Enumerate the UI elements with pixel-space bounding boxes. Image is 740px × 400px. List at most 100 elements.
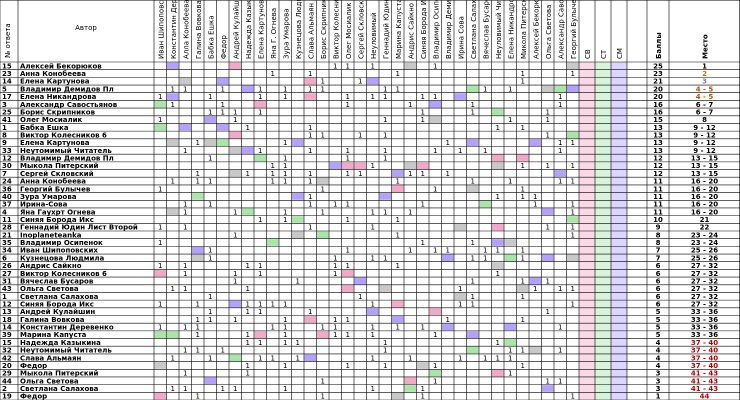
vote-mark: 1 <box>233 316 237 324</box>
row-num: 29 <box>2 370 12 378</box>
vote-mark: 1 <box>558 178 562 186</box>
vote-cell-fill <box>504 323 516 331</box>
row-place: 23 - 24 <box>691 239 718 247</box>
vote-mark: 1 <box>283 162 287 170</box>
row-score: 15 <box>653 116 663 124</box>
row-place: 4 - 5 <box>696 93 714 101</box>
vote-mark: 1 <box>371 224 375 232</box>
vote-cell-fill <box>392 316 404 323</box>
row-num: 42 <box>2 354 12 362</box>
vote-mark: 1 <box>396 70 400 78</box>
row-score: 20 <box>653 93 663 101</box>
row-place: 27 - 32 <box>691 301 718 309</box>
vote-mark: 1 <box>521 254 525 262</box>
row-author: Виктор Колесников 6 <box>20 270 107 278</box>
vote-mark: 1 <box>258 108 262 116</box>
vote-mark: 1 <box>421 116 425 124</box>
row-score: 5 <box>656 331 661 339</box>
row-score: 3 <box>656 370 661 378</box>
vote-mark: 1 <box>308 170 312 178</box>
row-author: Синяя Борода Икс <box>20 301 94 309</box>
vote-mark: 1 <box>521 293 525 301</box>
vote-mark: 1 <box>233 116 237 124</box>
vote-mark: 1 <box>246 285 250 293</box>
row-place: 6 - 7 <box>696 108 714 116</box>
vote-mark: 1 <box>346 247 350 255</box>
row-author: Светлана Салахова <box>20 385 99 393</box>
vote-cell-fill <box>542 385 554 392</box>
vote-mark: 1 <box>521 70 525 78</box>
vote-mark: 1 <box>196 139 200 147</box>
vote-mark: 1 <box>183 270 187 278</box>
vote-mark: 1 <box>433 331 437 339</box>
row-author: Ольга Светова <box>20 285 79 293</box>
row-place: 9 - 12 <box>693 147 716 155</box>
vote-cell-fill <box>529 139 541 146</box>
vote-mark: 1 <box>183 224 187 232</box>
header-judge: Кузнецова Людмила <box>295 0 303 59</box>
row-num: 27 <box>2 270 12 278</box>
row-score: 11 <box>653 193 663 201</box>
vote-mark: 1 <box>458 354 462 362</box>
header-judge: Светлана Салахова <box>470 0 478 59</box>
vote-mark: 1 <box>196 178 200 186</box>
vote-mark: 1 <box>233 231 237 239</box>
vote-mark: 1 <box>346 362 350 370</box>
row-place: 41 - 43 <box>691 370 718 378</box>
row-num: 26 <box>2 262 12 270</box>
row-score: 13 <box>653 147 663 155</box>
row-place: 4 - 5 <box>696 85 714 93</box>
vote-cell-fill <box>167 331 179 339</box>
vote-mark: 1 <box>208 293 212 301</box>
row-author: Андрис Сайкно <box>20 262 82 270</box>
row-num: 35 <box>2 239 12 247</box>
vote-mark: 1 <box>308 147 312 155</box>
row-num: 43 <box>2 285 12 293</box>
vote-mark: 1 <box>458 147 462 155</box>
vote-mark: 1 <box>208 308 212 316</box>
vote-mark: 1 <box>171 385 175 393</box>
vote-mark: 1 <box>283 93 287 101</box>
row-score: 6 <box>656 293 661 301</box>
vote-cell-fill <box>492 369 504 377</box>
row-place: 9 - 12 <box>693 132 716 140</box>
header-judge: Неуловимый Читате <box>495 0 503 59</box>
vote-cell-fill <box>454 292 466 300</box>
vote-mark: 1 <box>558 377 562 385</box>
vote-mark: 1 <box>383 85 387 93</box>
vote-mark: 1 <box>571 139 575 147</box>
header-sum: СВ <box>584 49 592 59</box>
vote-mark: 1 <box>308 224 312 232</box>
vote-cell-fill <box>292 139 304 146</box>
vote-mark: 1 <box>271 178 275 186</box>
vote-mark: 1 <box>421 385 425 393</box>
row-score: 11 <box>653 201 663 209</box>
vote-mark: 1 <box>471 293 475 301</box>
vote-cell-fill <box>292 231 304 239</box>
vote-cell-fill <box>492 262 504 269</box>
vote-cell-fill <box>154 123 166 131</box>
vote-mark: 1 <box>233 385 237 393</box>
row-score: 3 <box>656 377 661 385</box>
row-author: Слава Альмаян <box>20 354 81 362</box>
row-place: 16 - 20 <box>691 201 718 209</box>
vote-mark: 1 <box>258 262 262 270</box>
vote-mark: 1 <box>408 101 412 109</box>
vote-mark: 1 <box>383 116 387 124</box>
vote-mark: 1 <box>346 331 350 339</box>
vote-mark: 1 <box>158 224 162 232</box>
row-place: 23 - 24 <box>691 231 718 239</box>
vote-mark: 1 <box>571 301 575 309</box>
header-judge: Микола Питерский <box>520 0 528 59</box>
vote-mark: 1 <box>346 316 350 324</box>
row-place: 13 - 15 <box>691 155 718 163</box>
vote-cell-fill <box>154 100 166 108</box>
vote-cell-fill <box>154 269 166 277</box>
vote-mark: 1 <box>383 362 387 370</box>
row-score: 11 <box>653 185 663 193</box>
row-num: 15 <box>2 62 12 70</box>
row-num: 1 <box>2 293 7 301</box>
row-score: 10 <box>653 216 663 224</box>
vote-mark: 1 <box>558 139 562 147</box>
row-num: 12 <box>2 301 12 309</box>
